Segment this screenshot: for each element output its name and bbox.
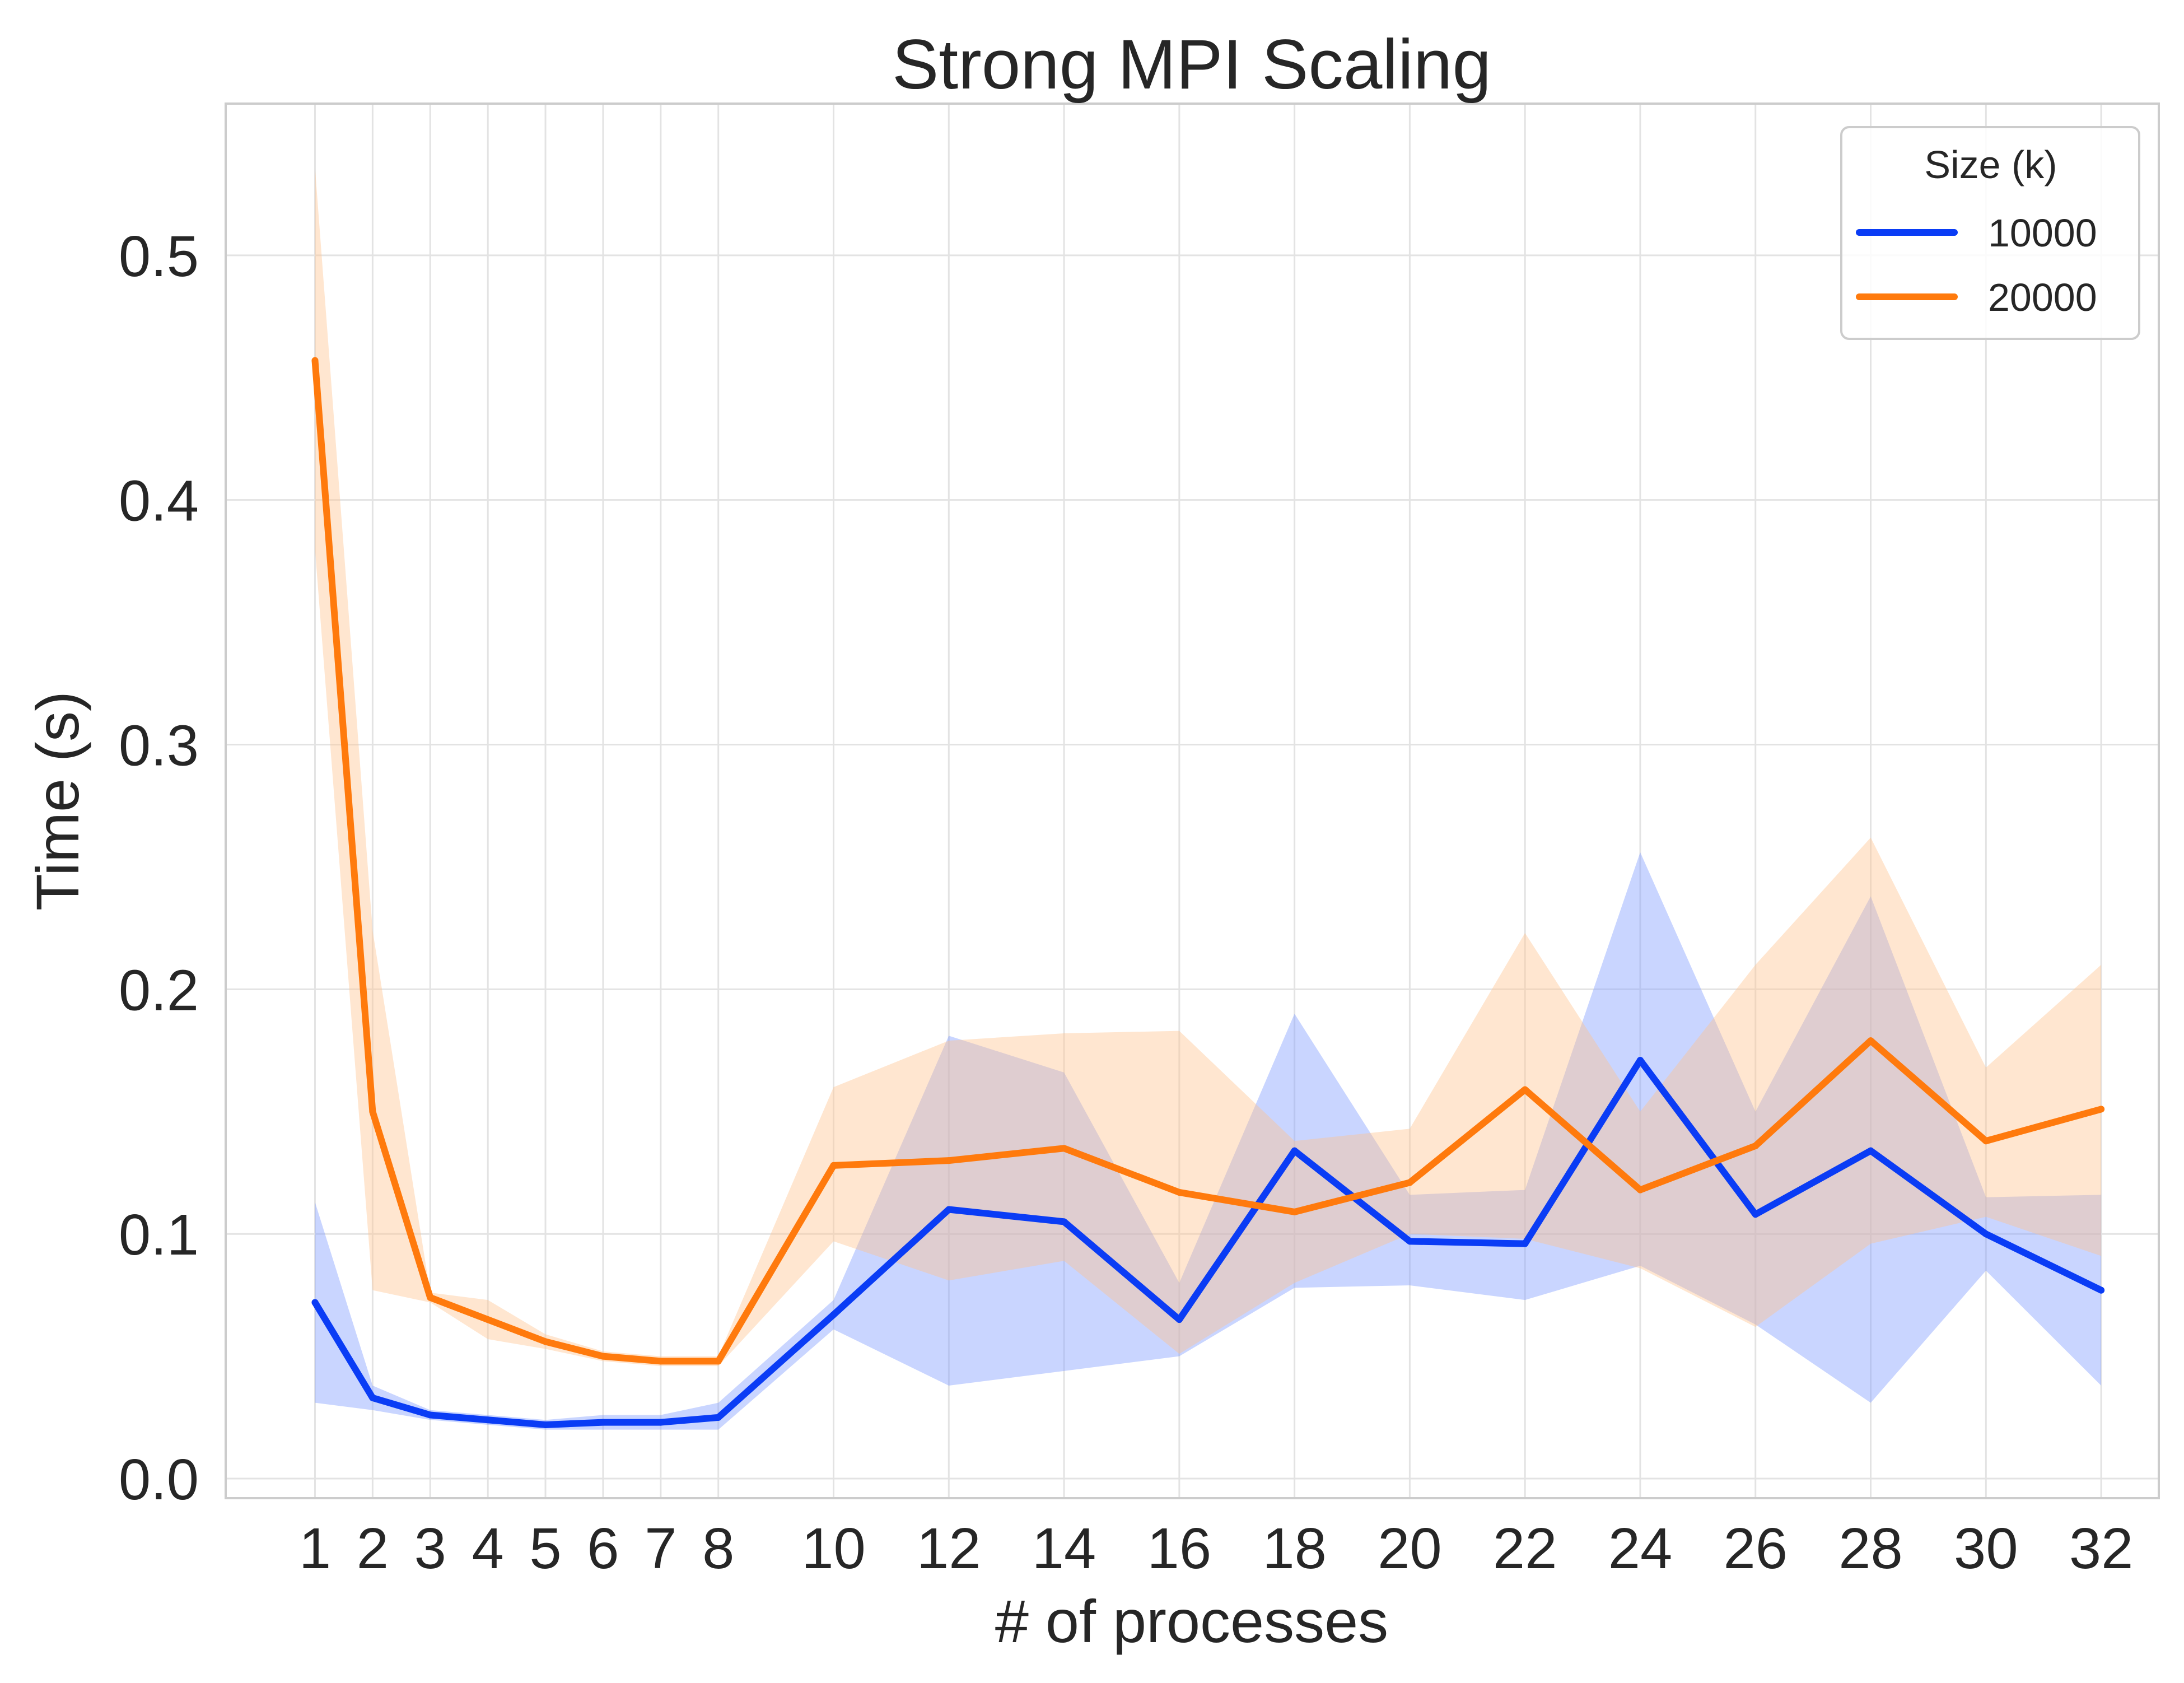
grid	[226, 104, 2159, 1498]
x-tick-label: 16	[1147, 1516, 1212, 1581]
data-point-10000	[1061, 1218, 1068, 1225]
data-point-20000	[542, 1338, 549, 1345]
data-point-10000	[657, 1419, 664, 1426]
data-point-10000	[715, 1414, 722, 1421]
data-point-10000	[599, 1419, 606, 1426]
data-point-20000	[1061, 1145, 1068, 1152]
data-point-10000	[1406, 1238, 1413, 1245]
tick-labels: 1 2 3 4 5 6 7 8 10 12 14 16 18 20 22 24 26 28 30 320.00.10.…	[119, 224, 2134, 1581]
data-point-10000	[1982, 1230, 1990, 1238]
x-tick-label: 3	[414, 1516, 446, 1581]
data-point-20000	[311, 357, 319, 364]
data-point-20000	[1752, 1142, 1759, 1149]
x-tick-label: 32	[2069, 1516, 2134, 1581]
legend-label-10000: 10000	[1988, 211, 2097, 255]
data-point-20000	[1175, 1188, 1183, 1196]
x-tick-label: 2	[357, 1516, 389, 1581]
x-tick-label: 8	[702, 1516, 734, 1581]
x-tick-label: 20	[1378, 1516, 1442, 1581]
data-point-10000	[2098, 1286, 2105, 1294]
data-point-20000	[830, 1162, 837, 1169]
data-point-10000	[1636, 1057, 1644, 1064]
data-point-10000	[1291, 1147, 1298, 1154]
x-tick-label: 24	[1608, 1516, 1673, 1581]
y-tick-label: 0.4	[119, 469, 199, 533]
x-tick-label: 28	[1838, 1516, 1903, 1581]
data-point-20000	[1867, 1037, 1874, 1045]
y-tick-label: 0.3	[119, 714, 199, 778]
data-point-20000	[945, 1157, 953, 1164]
x-tick-label: 10	[801, 1516, 866, 1581]
data-point-20000	[1982, 1137, 1990, 1145]
y-axis-label: Time (s)	[24, 691, 91, 911]
data-point-10000	[311, 1299, 319, 1306]
data-point-20000	[2098, 1106, 2105, 1113]
data-point-20000	[599, 1353, 606, 1360]
data-point-10000	[1752, 1211, 1759, 1218]
series-lines	[311, 357, 2105, 1428]
data-point-10000	[1522, 1240, 1529, 1247]
x-tick-label: 18	[1262, 1516, 1327, 1581]
y-tick-label: 0.0	[119, 1447, 199, 1512]
plot-frame	[225, 102, 2160, 1499]
data-point-10000	[1867, 1147, 1874, 1154]
x-tick-label: 1	[299, 1516, 331, 1581]
data-point-10000	[427, 1411, 434, 1419]
confidence-band-20000	[315, 167, 2102, 1367]
series-line-20000	[311, 357, 2105, 1365]
legend-title: Size (k)	[1924, 143, 2057, 187]
data-point-20000	[657, 1358, 664, 1365]
confidence-band-10000	[315, 852, 2102, 1430]
x-tick-label: 6	[587, 1516, 619, 1581]
legend-box	[1840, 126, 2140, 340]
confidence-bands	[315, 167, 2102, 1430]
data-point-20000	[484, 1316, 492, 1323]
data-point-20000	[427, 1294, 434, 1301]
data-point-20000	[715, 1358, 722, 1365]
x-axis-label: # of processes	[995, 1587, 1388, 1655]
data-point-10000	[369, 1394, 376, 1401]
data-point-10000	[945, 1206, 953, 1213]
series-line-10000	[311, 1057, 2105, 1428]
x-tick-label: 26	[1723, 1516, 1788, 1581]
x-tick-label: 30	[1954, 1516, 2018, 1581]
data-point-20000	[1636, 1186, 1644, 1194]
data-point-10000	[830, 1311, 837, 1318]
x-tick-label: 4	[472, 1516, 504, 1581]
chart-title: Strong MPI Scaling	[892, 26, 1491, 104]
legend-label-20000: 20000	[1988, 276, 2097, 319]
data-point-10000	[484, 1416, 492, 1424]
legend: Size (k) 10000 20000	[1840, 126, 2140, 340]
y-tick-label: 0.5	[119, 224, 199, 288]
data-point-20000	[369, 1108, 376, 1115]
x-tick-label: 5	[529, 1516, 561, 1581]
data-point-10000	[542, 1421, 549, 1428]
x-tick-label: 12	[917, 1516, 981, 1581]
x-tick-label: 7	[645, 1516, 676, 1581]
data-point-20000	[1522, 1086, 1529, 1093]
data-point-20000	[1291, 1208, 1298, 1215]
x-tick-label: 22	[1493, 1516, 1557, 1581]
data-point-10000	[1175, 1316, 1183, 1323]
y-tick-label: 0.1	[119, 1202, 199, 1267]
x-tick-label: 14	[1032, 1516, 1096, 1581]
legend-entries: 10000 20000	[1856, 211, 2097, 319]
y-tick-label: 0.2	[119, 958, 199, 1022]
data-point-20000	[1406, 1179, 1413, 1186]
